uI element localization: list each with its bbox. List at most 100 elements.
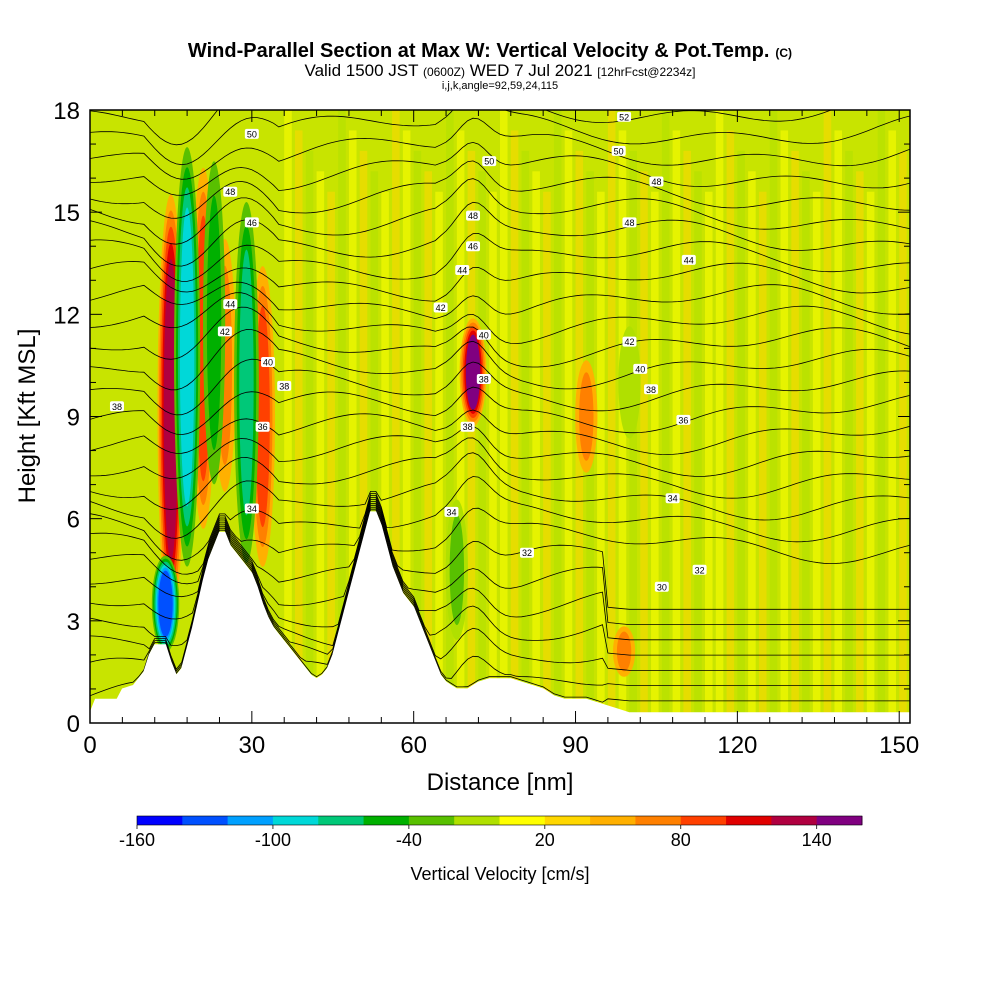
- background-band: [812, 191, 821, 723]
- colorbar: -160 -100 -40 20 80 140: [119, 815, 863, 850]
- x-tick-label: 150: [879, 732, 919, 759]
- colorbar-segment: [318, 816, 365, 825]
- background-band: [640, 171, 648, 723]
- plot-area: 38 50 48 46 44 42 40 38 36 34 52 50 50 48 48 48 46 44 44 42…: [90, 110, 929, 723]
- contour-label-text: 42: [220, 327, 230, 337]
- x-tick-label: 90: [562, 732, 589, 759]
- background-band: [489, 191, 497, 723]
- background-band: [467, 150, 476, 723]
- contour-label: 46: [466, 241, 481, 252]
- background-band: [295, 130, 303, 723]
- contour-label-text: 44: [225, 300, 235, 310]
- background-band: [553, 110, 562, 723]
- updraft-cell: [465, 334, 481, 410]
- contour-label: 38: [460, 421, 475, 432]
- isentrope-line: [90, 306, 910, 368]
- background-band: [715, 110, 724, 723]
- contour-label: 48: [649, 176, 664, 187]
- colorbar-segment: [363, 816, 410, 825]
- terrain-profile: [90, 511, 910, 723]
- x-axis: 0 30 60 90 120 150: [83, 110, 919, 759]
- isentrope-line: [90, 261, 910, 302]
- isentrope-line: [90, 509, 910, 703]
- background-band: [359, 150, 368, 723]
- background-band: [456, 130, 465, 723]
- contour-label: 46: [244, 217, 259, 228]
- background-band: [478, 171, 486, 723]
- background-band: [305, 150, 314, 723]
- contour-label: 32: [519, 547, 534, 558]
- background-band: [705, 191, 713, 723]
- downdraft-cell: [158, 570, 173, 638]
- background-band: [446, 110, 454, 723]
- contour-label-text: 34: [247, 504, 257, 514]
- y-tick-label: 6: [67, 507, 80, 534]
- x-tick-label: 0: [83, 732, 96, 759]
- background-band: [316, 171, 325, 723]
- background-band: [607, 110, 616, 723]
- background-band: [284, 110, 292, 723]
- colorbar-segment: [544, 816, 591, 825]
- background-band: [651, 191, 659, 723]
- contour-label: 34: [244, 503, 259, 514]
- contour-label-text: 34: [668, 494, 678, 504]
- x-tick-label: 120: [717, 732, 757, 759]
- contour-label-text: 30: [657, 582, 667, 592]
- background-band: [521, 150, 530, 723]
- contour-label-text: 38: [463, 422, 473, 432]
- background-band: [694, 171, 702, 723]
- background-band: [564, 130, 573, 723]
- colorbar-segment: [272, 816, 319, 825]
- contour-label-text: 48: [225, 187, 235, 197]
- background-band: [921, 192, 929, 723]
- contour-label-text: 40: [263, 358, 273, 368]
- background-band: [910, 171, 918, 723]
- downdraft-cell: [179, 207, 195, 507]
- y-tick-label: 12: [53, 302, 80, 329]
- downdraft-cell: [239, 249, 254, 516]
- contour-label-text: 36: [678, 415, 688, 425]
- contour-label-text: 52: [619, 112, 629, 122]
- y-tick-label: 15: [53, 200, 80, 227]
- title-mark: (C): [775, 46, 792, 60]
- isentrope-line: [90, 505, 910, 671]
- y-axis-title: Height [Kft MSL]: [14, 329, 41, 504]
- colorbar-segment: [680, 816, 727, 825]
- background-band: [510, 130, 519, 723]
- background-band: [845, 150, 853, 723]
- background-band: [899, 150, 907, 723]
- colorbar-tick-label: 140: [802, 830, 832, 850]
- contour-label: 36: [255, 421, 270, 432]
- chart-title: Wind-Parallel Section at Max W: Vertical…: [188, 40, 792, 62]
- background-band: [338, 110, 346, 723]
- colorbar-tick-label: -100: [255, 830, 291, 850]
- contour-label: 42: [433, 302, 448, 313]
- background-band: [866, 191, 875, 723]
- contour-label-text: 50: [247, 129, 257, 139]
- downdraft-cell: [206, 195, 222, 451]
- contour-label-text: 42: [436, 303, 446, 313]
- isentrope-line: [90, 507, 910, 686]
- background-band: [802, 171, 810, 723]
- background-band: [683, 150, 691, 723]
- downdraft-cell: [449, 514, 465, 626]
- background-band: [543, 191, 551, 723]
- contour-label: 36: [676, 414, 691, 425]
- background-band: [877, 110, 886, 723]
- background-band: [661, 110, 670, 723]
- contour-label-text: 50: [484, 157, 494, 167]
- isentrope-line: [90, 358, 910, 416]
- isentrope-line: [90, 452, 910, 539]
- contour-label-text: 44: [684, 255, 694, 265]
- colorbar-tick-label: -40: [396, 830, 422, 850]
- contour-label: 48: [466, 210, 481, 221]
- colorbar-segment: [454, 816, 500, 825]
- x-tick-label: 30: [238, 732, 265, 759]
- contour-label-text: 48: [651, 177, 661, 187]
- y-tick-label: 3: [67, 609, 80, 636]
- background-band: [597, 191, 605, 723]
- isentrope-line: [90, 178, 910, 245]
- contour-label: 38: [476, 374, 491, 385]
- background-band: [769, 110, 778, 723]
